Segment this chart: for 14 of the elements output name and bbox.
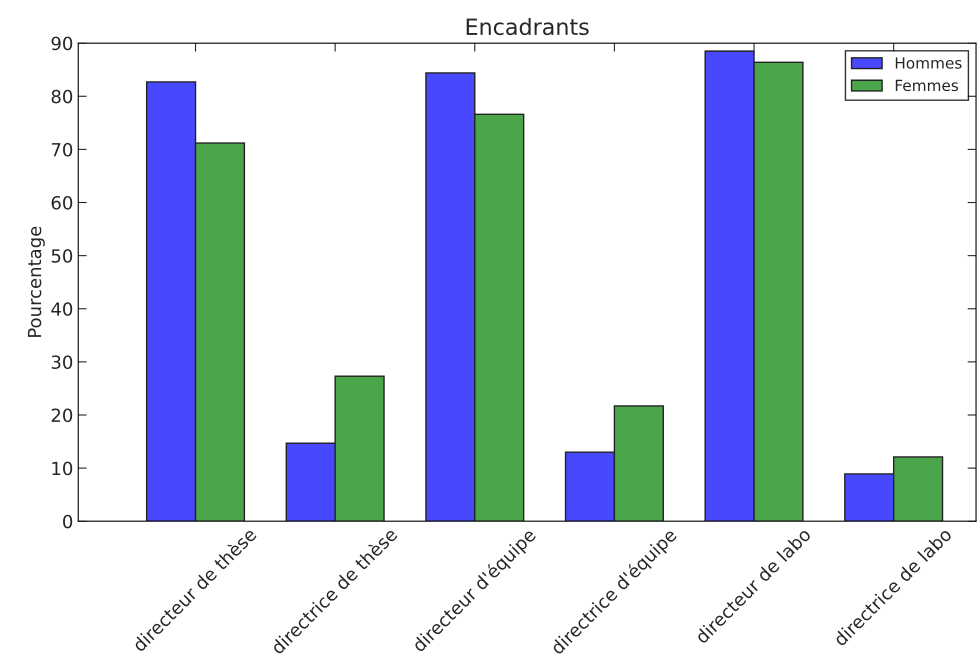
y-tick-label: 40 <box>51 302 72 316</box>
y-tick-label: 20 <box>52 408 72 422</box>
legend-label: Femmes <box>896 80 958 92</box>
y-tick-label: 70 <box>52 142 72 157</box>
y-tick-label: 50 <box>52 249 72 263</box>
y-tick-label: 60 <box>52 196 72 210</box>
y-tick-label: 80 <box>52 90 72 104</box>
y-tick-label: 0 <box>63 514 72 528</box>
y-tick-label: 90 <box>52 36 72 50</box>
y-axis-title: Pourcentage <box>28 226 45 337</box>
chart-title: Encadrants <box>466 18 589 36</box>
y-tick-label: 30 <box>52 355 72 369</box>
y-tick-label: 10 <box>52 462 72 476</box>
legend-label: Hommes <box>896 57 962 69</box>
